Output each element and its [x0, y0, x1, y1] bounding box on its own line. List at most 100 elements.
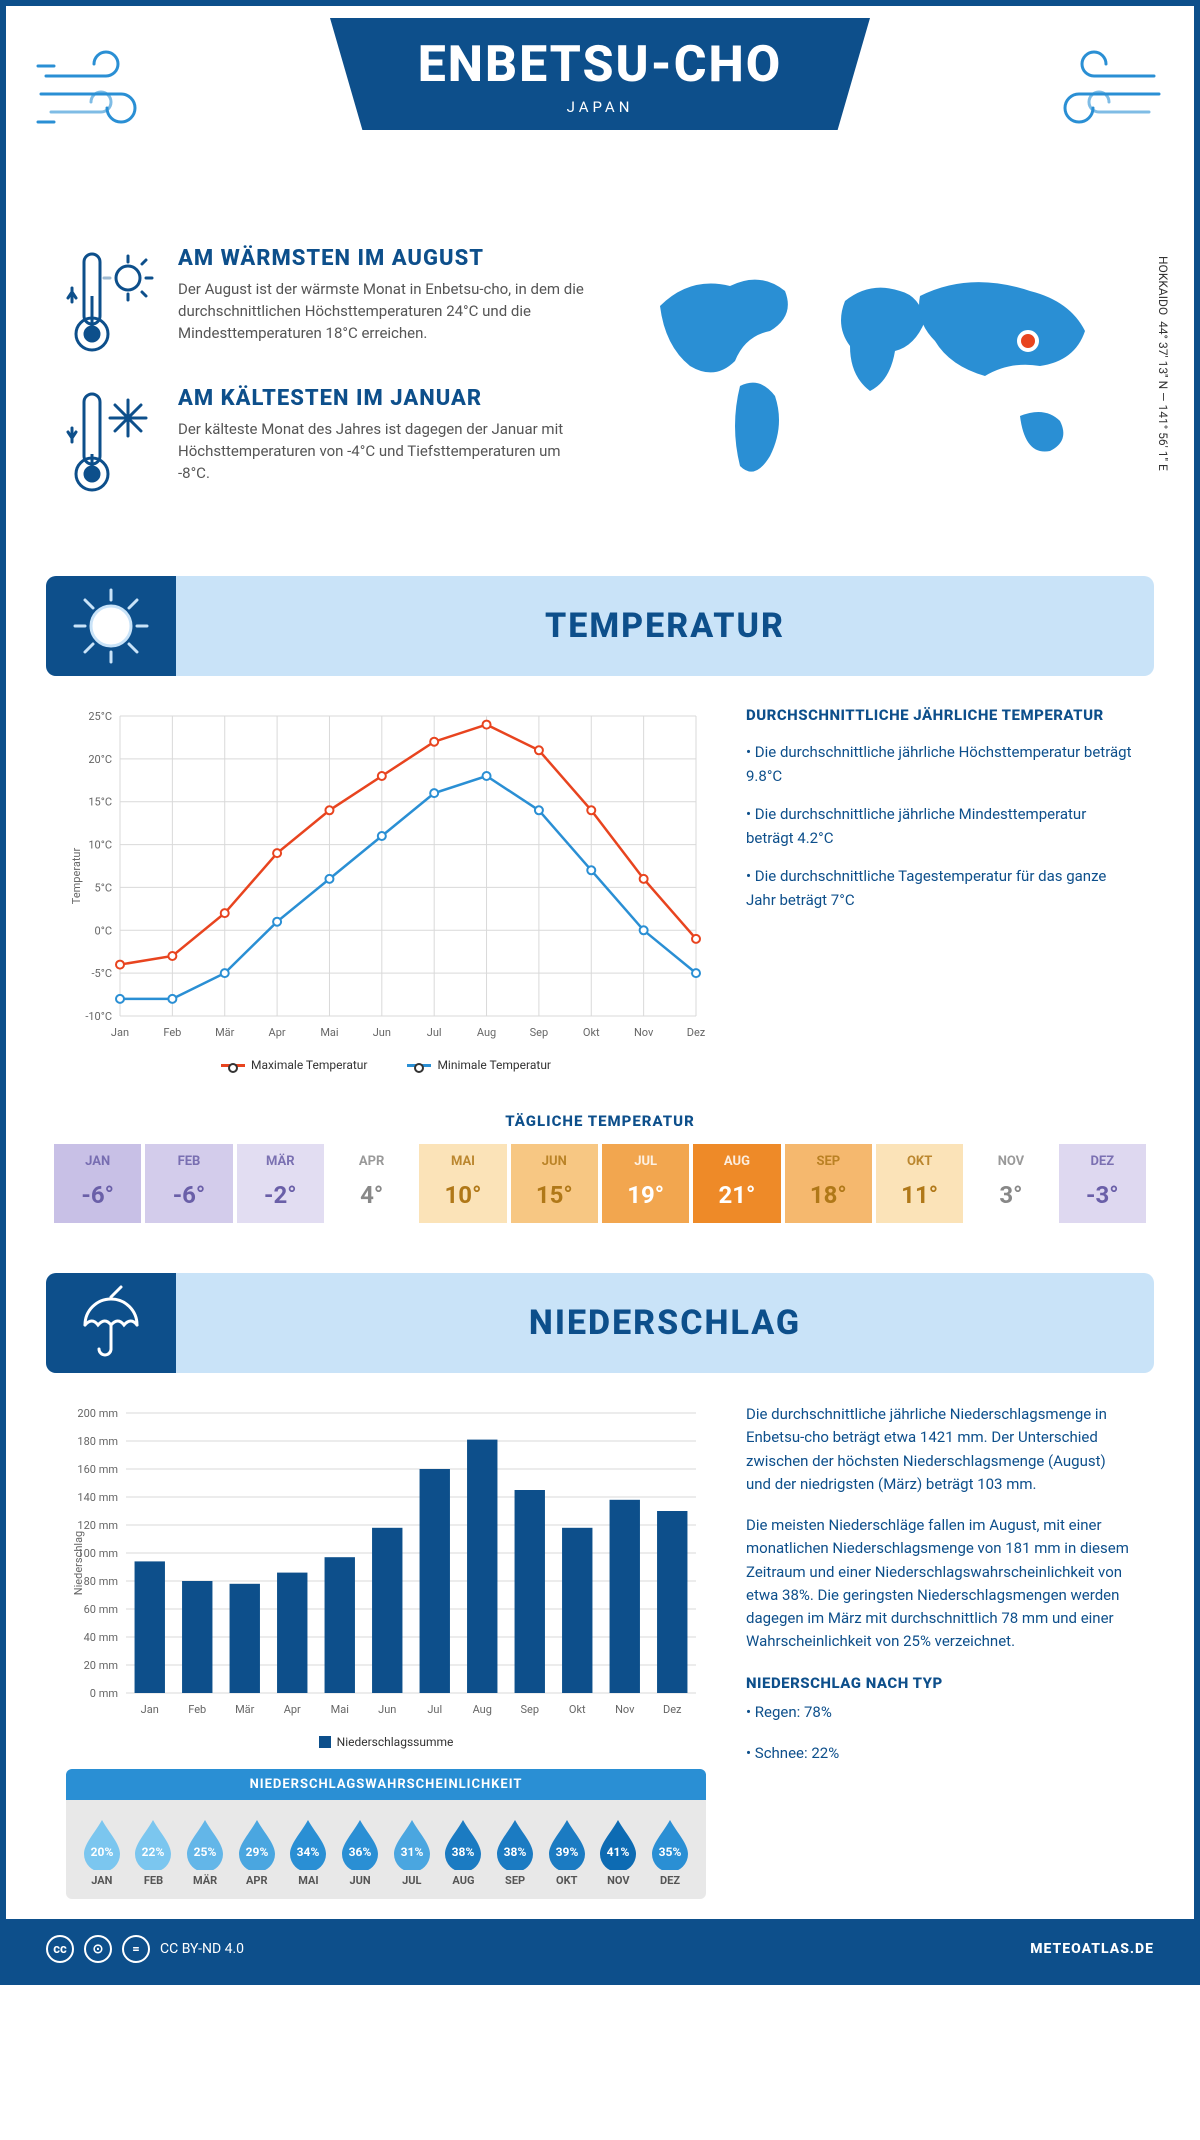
temp-summary: DURCHSCHNITTLICHE JÄHRLICHE TEMPERATUR •…: [746, 706, 1134, 1072]
svg-text:Okt: Okt: [583, 1026, 600, 1039]
header: ENBETSU-CHO JAPAN: [6, 6, 1194, 236]
page-subtitle: JAPAN: [330, 98, 870, 116]
warmest-title: AM WÄRMSTEN IM AUGUST: [178, 246, 586, 271]
svg-text:200 mm: 200 mm: [77, 1407, 118, 1420]
svg-text:34%: 34%: [297, 1845, 320, 1859]
world-map-block: HOKKAIDO 44° 37' 13'' N — 141° 56' 1'' E: [606, 246, 1134, 526]
precip-prob-drop: 34% MAI: [286, 1816, 330, 1887]
precip-prob-drop: 20% JAN: [80, 1816, 124, 1887]
precip-prob-drop: 38% SEP: [493, 1816, 537, 1887]
nd-icon: =: [122, 1935, 150, 1963]
svg-text:Feb: Feb: [163, 1026, 181, 1039]
daily-temp-cell: AUG21°: [693, 1144, 780, 1223]
svg-text:Jun: Jun: [373, 1026, 391, 1039]
coords-text: HOKKAIDO 44° 37' 13'' N — 141° 56' 1'' E: [1156, 256, 1170, 471]
daily-temp-cell: APR4°: [328, 1144, 415, 1223]
cc-icon: cc: [46, 1935, 74, 1963]
warmest-fact: AM WÄRMSTEN IM AUGUST Der August ist der…: [66, 246, 586, 356]
svg-text:-5°C: -5°C: [92, 967, 113, 980]
map-marker: [1019, 332, 1037, 350]
svg-text:20%: 20%: [91, 1845, 114, 1859]
prob-title: NIEDERSCHLAGSWAHRSCHEINLICHKEIT: [66, 1769, 706, 1800]
precip-prob-drop: 31% JUL: [390, 1816, 434, 1887]
svg-text:22%: 22%: [142, 1845, 165, 1859]
daily-temp-cell: JUN15°: [511, 1144, 598, 1223]
precip-prob-drop: 38% AUG: [441, 1816, 485, 1887]
svg-text:80 mm: 80 mm: [84, 1575, 118, 1588]
precip-heading: NIEDERSCHLAG: [176, 1303, 1154, 1343]
temp-banner: TEMPERATUR: [46, 576, 1154, 676]
svg-text:Niederschlag: Niederschlag: [72, 1531, 85, 1595]
svg-text:Aug: Aug: [473, 1703, 492, 1716]
precip-prob-drop: 35% DEZ: [648, 1816, 692, 1887]
svg-text:Jan: Jan: [141, 1703, 159, 1716]
svg-text:20 mm: 20 mm: [84, 1659, 118, 1672]
svg-text:Mai: Mai: [320, 1026, 338, 1039]
svg-text:Dez: Dez: [687, 1026, 706, 1039]
coldest-text: Der kälteste Monat des Jahres ist dagege…: [178, 419, 586, 484]
wind-icon-left: [36, 46, 166, 136]
daily-temp-cell: NOV3°: [967, 1144, 1054, 1223]
temp-heading: TEMPERATUR: [176, 606, 1154, 646]
svg-text:180 mm: 180 mm: [77, 1435, 118, 1448]
footer: cc ⊙ = CC BY-ND 4.0 METEOATLAS.DE: [6, 1919, 1194, 1979]
daily-temp-section: TÄGLICHE TEMPERATUR JAN-6°FEB-6°MÄR-2°AP…: [6, 1112, 1194, 1263]
daily-temp-cell: FEB-6°: [145, 1144, 232, 1223]
svg-text:Jun: Jun: [378, 1703, 396, 1716]
thermometer-sun-icon: [66, 246, 156, 356]
svg-text:Mär: Mär: [235, 1703, 255, 1716]
intro-section: AM WÄRMSTEN IM AUGUST Der August ist der…: [6, 236, 1194, 566]
precip-probability: NIEDERSCHLAGSWAHRSCHEINLICHKEIT 20% JAN …: [66, 1769, 706, 1899]
svg-text:29%: 29%: [245, 1845, 268, 1859]
svg-text:60 mm: 60 mm: [84, 1603, 118, 1616]
sun-icon: [46, 576, 176, 676]
by-icon: ⊙: [84, 1935, 112, 1963]
svg-text:Temperatur: Temperatur: [70, 848, 83, 905]
daily-temp-cell: JAN-6°: [54, 1144, 141, 1223]
svg-text:Feb: Feb: [188, 1703, 206, 1716]
page-frame: ENBETSU-CHO JAPAN: [0, 0, 1200, 1985]
svg-text:Jul: Jul: [427, 1026, 442, 1039]
precip-type-heading: NIEDERSCHLAG NACH TYP: [746, 1672, 1134, 1695]
svg-text:10°C: 10°C: [88, 839, 112, 852]
svg-text:35%: 35%: [659, 1845, 682, 1859]
svg-text:Nov: Nov: [615, 1703, 635, 1716]
world-map: [606, 246, 1134, 506]
svg-text:Mai: Mai: [331, 1703, 349, 1716]
umbrella-icon: [46, 1273, 176, 1373]
coldest-title: AM KÄLTESTEN IM JANUAR: [178, 386, 586, 411]
svg-text:160 mm: 160 mm: [77, 1463, 118, 1476]
svg-text:40 mm: 40 mm: [84, 1631, 118, 1644]
svg-text:Jan: Jan: [111, 1026, 129, 1039]
daily-temp-title: TÄGLICHE TEMPERATUR: [6, 1112, 1194, 1130]
svg-text:0°C: 0°C: [95, 924, 112, 937]
svg-text:31%: 31%: [400, 1845, 423, 1859]
temp-summary-heading: DURCHSCHNITTLICHE JÄHRLICHE TEMPERATUR: [746, 706, 1134, 724]
daily-temp-cell: OKT11°: [876, 1144, 963, 1223]
footer-license: cc ⊙ = CC BY-ND 4.0: [46, 1935, 244, 1963]
svg-text:Mär: Mär: [215, 1026, 235, 1039]
svg-text:0 mm: 0 mm: [90, 1687, 118, 1700]
svg-text:Apr: Apr: [284, 1703, 301, 1716]
daily-temp-cell: MÄR-2°: [237, 1144, 324, 1223]
daily-temp-cell: MAI10°: [419, 1144, 506, 1223]
warmest-text: Der August ist der wärmste Monat in Enbe…: [178, 279, 586, 344]
precip-prob-drop: 29% APR: [235, 1816, 279, 1887]
temp-line-chart: -10°C-5°C0°C5°C10°C15°C20°C25°CJanFebMär…: [66, 706, 706, 1072]
precip-prob-drop: 22% FEB: [131, 1816, 175, 1887]
precip-prob-drop: 39% OKT: [545, 1816, 589, 1887]
svg-text:38%: 38%: [452, 1845, 475, 1859]
svg-text:-10°C: -10°C: [85, 1010, 112, 1023]
coldest-fact: AM KÄLTESTEN IM JANUAR Der kälteste Mona…: [66, 386, 586, 496]
svg-text:25%: 25%: [194, 1845, 217, 1859]
svg-text:20°C: 20°C: [88, 753, 112, 766]
svg-text:Apr: Apr: [269, 1026, 286, 1039]
precip-prob-drop: 41% NOV: [596, 1816, 640, 1887]
svg-text:120 mm: 120 mm: [77, 1519, 118, 1532]
daily-temp-cell: JUL19°: [602, 1144, 689, 1223]
daily-temp-row: JAN-6°FEB-6°MÄR-2°APR4°MAI10°JUN15°JUL19…: [6, 1144, 1194, 1263]
svg-text:Aug: Aug: [477, 1026, 496, 1039]
title-band: ENBETSU-CHO JAPAN: [330, 18, 870, 130]
temp-block: -10°C-5°C0°C5°C10°C15°C20°C25°CJanFebMär…: [6, 706, 1194, 1102]
svg-text:15°C: 15°C: [88, 796, 112, 809]
